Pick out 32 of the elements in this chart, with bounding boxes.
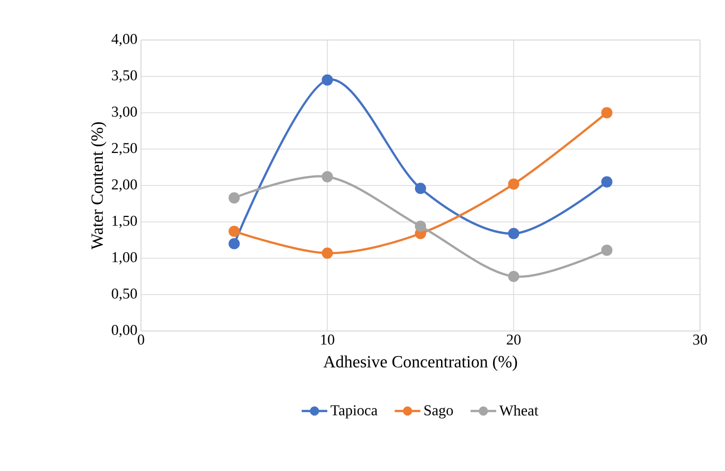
- legend-label: Wheat: [499, 405, 538, 416]
- x-axis-title: Adhesive Concentration (%): [323, 356, 517, 371]
- point: [228, 226, 240, 237]
- y-tick-label: 3,00: [112, 106, 137, 119]
- y-tick-label: 0,00: [112, 324, 137, 338]
- point: [228, 192, 240, 204]
- y-tick-label: 0,50: [112, 288, 137, 301]
- point: [414, 182, 426, 194]
- x-tick-label: 10: [321, 334, 334, 345]
- point: [508, 228, 520, 240]
- point: [228, 238, 240, 250]
- x-tick-label: 20: [506, 334, 521, 345]
- y-tick-label: 4,00: [112, 34, 137, 46]
- point: [601, 176, 612, 188]
- legend-label: Tapioca: [330, 405, 378, 418]
- point: [601, 244, 612, 256]
- point: [322, 171, 333, 182]
- point: [508, 270, 520, 282]
- x-tick-label: 30: [693, 334, 707, 345]
- y-tick-label: 2,00: [112, 179, 137, 192]
- y-tick-label: 1,50: [112, 216, 137, 228]
- y-axis-title: Water Content (%): [90, 122, 106, 250]
- point: [322, 248, 333, 259]
- y-tick-label: 2,50: [112, 142, 137, 156]
- point: [414, 220, 426, 232]
- point: [322, 74, 333, 86]
- y-tick-label: 1,00: [112, 252, 137, 264]
- legend-label: Sago: [424, 405, 453, 418]
- y-tick-label: 3,50: [112, 70, 137, 83]
- x-tick-label: 0: [138, 334, 144, 345]
- point: [508, 178, 520, 190]
- point: [601, 107, 612, 118]
